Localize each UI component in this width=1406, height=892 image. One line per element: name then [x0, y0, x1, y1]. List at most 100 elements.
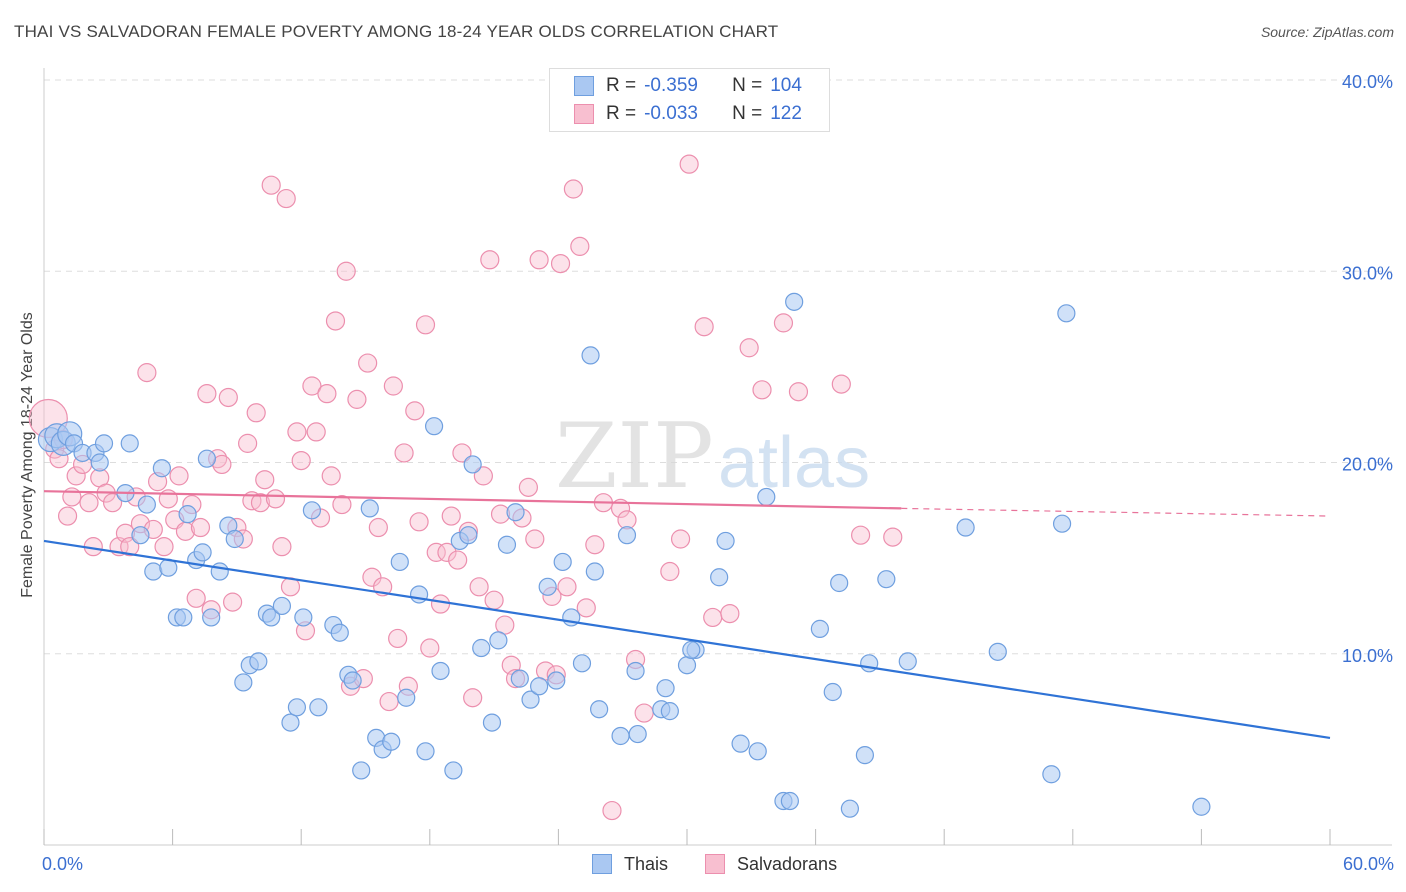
- thai-point: [898, 652, 917, 671]
- thai-point: [677, 656, 697, 675]
- salvadoran-point: [448, 550, 468, 570]
- thai-point: [748, 742, 767, 761]
- thai-point: [716, 531, 735, 551]
- salvadoran-point: [137, 363, 157, 383]
- thai-point: [660, 702, 679, 721]
- legend-n-label: N =: [732, 103, 763, 124]
- thai-points: [37, 292, 1211, 818]
- salvadoran-point: [788, 382, 809, 402]
- thai-point: [459, 526, 478, 545]
- salvadoran-point: [394, 443, 414, 463]
- salvadoran-point: [415, 315, 436, 335]
- x-tick-label: 60.0%: [1343, 854, 1394, 874]
- salvadoran-point: [362, 567, 382, 587]
- salvadoran-legend-label: Salvadorans: [737, 853, 838, 874]
- salvadoran-point: [679, 154, 699, 174]
- thai-point: [1042, 765, 1061, 784]
- salvadoran-point: [409, 512, 429, 532]
- thai-point: [830, 573, 849, 593]
- salvadoran-point: [529, 250, 549, 270]
- salvadoran-point: [197, 384, 217, 404]
- thai-point: [152, 459, 171, 478]
- correlation-legend: R = -0.359 N = 104 R = -0.033 N = 122: [549, 68, 830, 132]
- salvadoran-point: [469, 577, 489, 597]
- thai-point: [988, 642, 1007, 661]
- trend-lines: [43, 490, 1331, 739]
- thai-point: [210, 562, 229, 581]
- salvadoran-point: [272, 537, 292, 557]
- chart-title: THAI VS SALVADORAN FEMALE POVERTY AMONG …: [14, 22, 779, 41]
- bottom-legend-thai: Thais: [592, 851, 668, 877]
- thai-point: [710, 568, 729, 587]
- thai-point: [510, 669, 529, 688]
- salvadoran-point: [739, 338, 759, 358]
- thai-point: [617, 526, 637, 545]
- thai-point: [272, 596, 292, 616]
- thai-point: [682, 640, 701, 660]
- salvadoran-point: [238, 433, 258, 453]
- thai-point: [382, 732, 401, 751]
- thai-point: [137, 495, 156, 514]
- salvadoran-point: [473, 466, 493, 486]
- thai-point: [202, 608, 221, 627]
- salvadoran-point: [420, 638, 440, 658]
- salvadoran-point: [246, 403, 266, 423]
- salvadoran-point: [154, 537, 174, 557]
- thai-point: [628, 724, 647, 744]
- thai-point: [757, 487, 776, 507]
- salvadoran-point: [570, 236, 590, 256]
- thai-point: [225, 529, 244, 549]
- thai-point: [785, 292, 804, 311]
- y-tick-label: 10.0%: [1342, 646, 1393, 666]
- thai-point: [840, 799, 859, 818]
- salvadoran-point: [720, 603, 740, 624]
- thai-swatch: [574, 76, 594, 96]
- salvadoran-point: [66, 466, 86, 486]
- salvadoran-trend-line: [43, 490, 902, 510]
- thai-point: [626, 661, 645, 681]
- thai-point: [611, 726, 630, 746]
- salvadoran-point: [368, 517, 388, 538]
- salvadoran-point: [169, 466, 189, 486]
- salvadoran-point: [670, 529, 691, 549]
- thai-point: [521, 690, 540, 709]
- salvadoran-point: [79, 493, 99, 513]
- thai-point: [178, 505, 197, 524]
- salvadoran-point: [550, 254, 571, 274]
- thai-point: [131, 526, 150, 545]
- thai-point: [497, 535, 517, 554]
- salvadoran-point: [883, 527, 903, 547]
- salvadoran-point: [336, 261, 356, 281]
- salvadoran-point: [602, 800, 622, 821]
- thai-trend-line: [43, 539, 1331, 739]
- salvadoran-point: [405, 401, 425, 421]
- legend-r-value: -0.359: [644, 75, 698, 96]
- salvadoran-point: [321, 466, 341, 486]
- thai-point: [360, 499, 379, 518]
- thai-point: [409, 585, 429, 604]
- thai-point: [352, 761, 371, 780]
- salvadoran-point: [332, 494, 352, 515]
- zipatlas-watermark: ZIP atlas: [555, 404, 870, 509]
- thai-point: [823, 682, 842, 702]
- salvadoran-points: [28, 154, 903, 821]
- thai-point: [444, 761, 463, 780]
- salvadoran-point: [518, 477, 538, 497]
- salvadoran-point: [120, 537, 140, 557]
- salvadoran-point: [218, 387, 238, 408]
- grid-lines: [44, 79, 1392, 655]
- thai-point: [249, 652, 268, 671]
- thai-point: [294, 608, 313, 627]
- salvadoran-point: [703, 607, 723, 628]
- legend-n-value: 122: [770, 103, 802, 124]
- thai-point: [1057, 304, 1076, 323]
- thai-point: [262, 608, 281, 627]
- salvadoran-point: [379, 691, 399, 712]
- salvadoran-trend-extension: [901, 507, 1331, 517]
- thai-point: [855, 746, 874, 765]
- salvadoran-point: [634, 703, 654, 723]
- thai-point: [956, 518, 975, 537]
- salvadoran-point: [480, 250, 500, 270]
- salvadoran-point: [223, 592, 243, 612]
- source-label: Source: ZipAtlas.com: [1260, 24, 1394, 40]
